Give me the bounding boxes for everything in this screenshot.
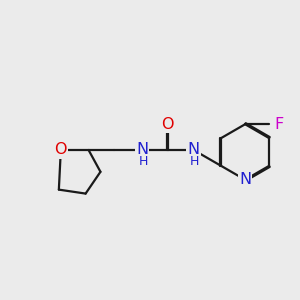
Text: O: O bbox=[55, 142, 67, 158]
Text: N: N bbox=[239, 172, 251, 187]
Text: O: O bbox=[162, 117, 174, 132]
Text: N: N bbox=[188, 142, 200, 158]
Text: H: H bbox=[138, 155, 148, 168]
Text: H: H bbox=[190, 155, 199, 168]
Text: N: N bbox=[136, 142, 148, 158]
Text: F: F bbox=[274, 117, 283, 132]
